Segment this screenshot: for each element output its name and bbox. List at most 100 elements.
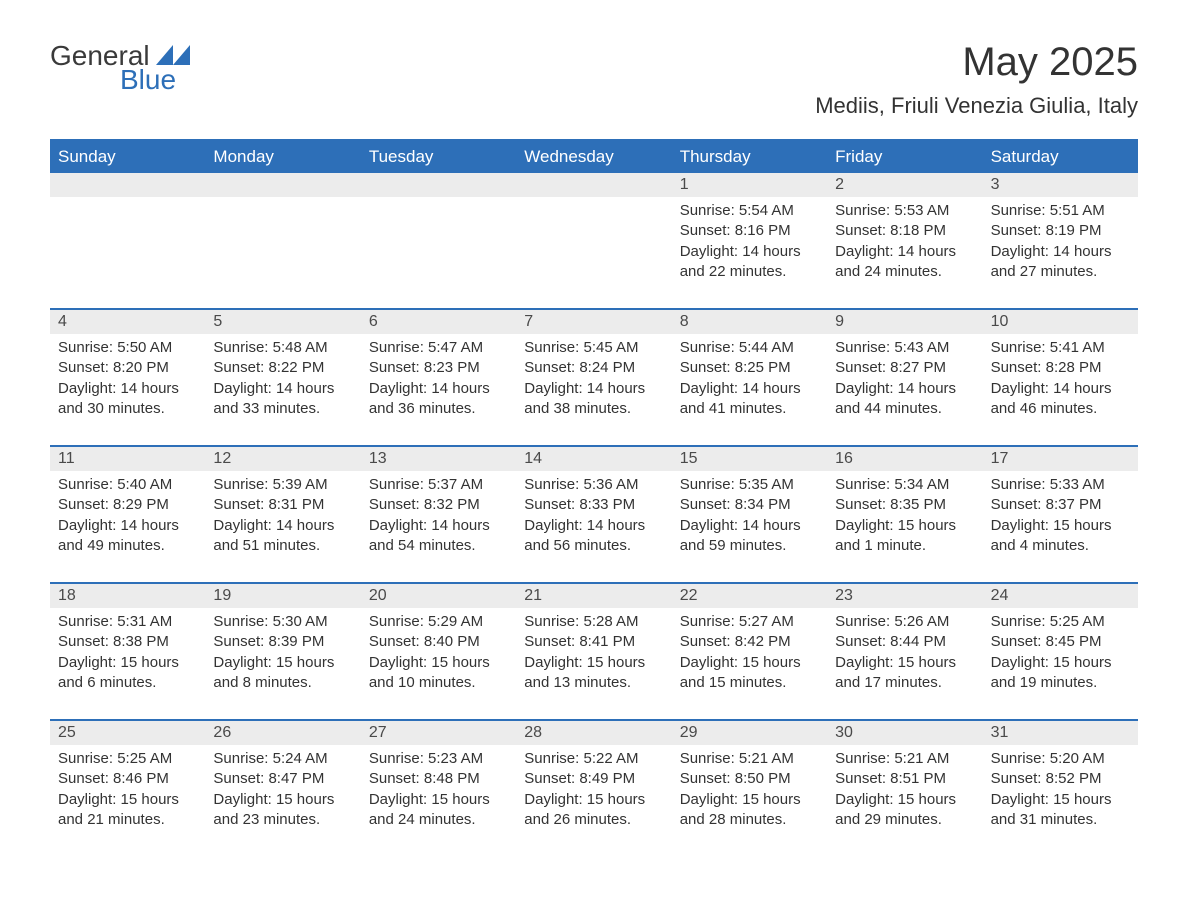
day-number: 12 [205,447,360,471]
calendar: Sunday Monday Tuesday Wednesday Thursday… [50,139,1138,856]
day-cell: 10Sunrise: 5:41 AMSunset: 8:28 PMDayligh… [983,310,1138,445]
weekday-sunday: Sunday [50,141,205,173]
daylight-text: Daylight: 14 hours and 24 minutes. [835,242,974,283]
day-content: Sunrise: 5:24 AMSunset: 8:47 PMDaylight:… [205,745,360,834]
day-cell: 12Sunrise: 5:39 AMSunset: 8:31 PMDayligh… [205,447,360,582]
week-row: 18Sunrise: 5:31 AMSunset: 8:38 PMDayligh… [50,582,1138,719]
daylight-text: Daylight: 15 hours and 4 minutes. [991,516,1130,557]
day-cell: 22Sunrise: 5:27 AMSunset: 8:42 PMDayligh… [672,584,827,719]
daylight-text: Daylight: 14 hours and 27 minutes. [991,242,1130,283]
daylight-text: Daylight: 15 hours and 26 minutes. [524,790,663,831]
day-cell: 2Sunrise: 5:53 AMSunset: 8:18 PMDaylight… [827,173,982,308]
daylight-text: Daylight: 15 hours and 10 minutes. [369,653,508,694]
sunset-text: Sunset: 8:39 PM [213,632,352,652]
daylight-text: Daylight: 15 hours and 31 minutes. [991,790,1130,831]
day-cell: 27Sunrise: 5:23 AMSunset: 8:48 PMDayligh… [361,721,516,856]
sunrise-text: Sunrise: 5:43 AM [835,338,974,358]
sunrise-text: Sunrise: 5:41 AM [991,338,1130,358]
weeks-container: 1Sunrise: 5:54 AMSunset: 8:16 PMDaylight… [50,173,1138,856]
day-number: 21 [516,584,671,608]
sunrise-text: Sunrise: 5:50 AM [58,338,197,358]
sunrise-text: Sunrise: 5:21 AM [680,749,819,769]
day-content: Sunrise: 5:23 AMSunset: 8:48 PMDaylight:… [361,745,516,834]
day-cell: 30Sunrise: 5:21 AMSunset: 8:51 PMDayligh… [827,721,982,856]
weekday-header-row: Sunday Monday Tuesday Wednesday Thursday… [50,141,1138,173]
sunset-text: Sunset: 8:22 PM [213,358,352,378]
day-number: 16 [827,447,982,471]
day-number: 3 [983,173,1138,197]
day-cell [50,173,205,308]
daylight-text: Daylight: 14 hours and 46 minutes. [991,379,1130,420]
sunrise-text: Sunrise: 5:28 AM [524,612,663,632]
daylight-text: Daylight: 14 hours and 41 minutes. [680,379,819,420]
sunrise-text: Sunrise: 5:21 AM [835,749,974,769]
weekday-tuesday: Tuesday [361,141,516,173]
day-number: 23 [827,584,982,608]
sunset-text: Sunset: 8:20 PM [58,358,197,378]
sunrise-text: Sunrise: 5:23 AM [369,749,508,769]
daylight-text: Daylight: 15 hours and 13 minutes. [524,653,663,694]
sunset-text: Sunset: 8:45 PM [991,632,1130,652]
day-number: 31 [983,721,1138,745]
day-cell: 26Sunrise: 5:24 AMSunset: 8:47 PMDayligh… [205,721,360,856]
daylight-text: Daylight: 14 hours and 54 minutes. [369,516,508,557]
sunrise-text: Sunrise: 5:33 AM [991,475,1130,495]
day-cell [516,173,671,308]
sunset-text: Sunset: 8:41 PM [524,632,663,652]
day-cell: 24Sunrise: 5:25 AMSunset: 8:45 PMDayligh… [983,584,1138,719]
sunrise-text: Sunrise: 5:31 AM [58,612,197,632]
sunrise-text: Sunrise: 5:25 AM [991,612,1130,632]
day-cell: 11Sunrise: 5:40 AMSunset: 8:29 PMDayligh… [50,447,205,582]
sunset-text: Sunset: 8:51 PM [835,769,974,789]
sunset-text: Sunset: 8:16 PM [680,221,819,241]
sunset-text: Sunset: 8:28 PM [991,358,1130,378]
sunrise-text: Sunrise: 5:29 AM [369,612,508,632]
day-content: Sunrise: 5:30 AMSunset: 8:39 PMDaylight:… [205,608,360,697]
day-content [361,197,516,205]
sunset-text: Sunset: 8:48 PM [369,769,508,789]
day-content: Sunrise: 5:44 AMSunset: 8:25 PMDaylight:… [672,334,827,423]
day-number: 8 [672,310,827,334]
day-number: 2 [827,173,982,197]
day-cell: 17Sunrise: 5:33 AMSunset: 8:37 PMDayligh… [983,447,1138,582]
day-content: Sunrise: 5:34 AMSunset: 8:35 PMDaylight:… [827,471,982,560]
daylight-text: Daylight: 15 hours and 21 minutes. [58,790,197,831]
day-cell: 1Sunrise: 5:54 AMSunset: 8:16 PMDaylight… [672,173,827,308]
daylight-text: Daylight: 15 hours and 28 minutes. [680,790,819,831]
sunrise-text: Sunrise: 5:53 AM [835,201,974,221]
sunrise-text: Sunrise: 5:40 AM [58,475,197,495]
sunset-text: Sunset: 8:29 PM [58,495,197,515]
sunset-text: Sunset: 8:47 PM [213,769,352,789]
sunset-text: Sunset: 8:50 PM [680,769,819,789]
day-cell: 9Sunrise: 5:43 AMSunset: 8:27 PMDaylight… [827,310,982,445]
daylight-text: Daylight: 15 hours and 23 minutes. [213,790,352,831]
sunrise-text: Sunrise: 5:54 AM [680,201,819,221]
day-content: Sunrise: 5:47 AMSunset: 8:23 PMDaylight:… [361,334,516,423]
day-number: 15 [672,447,827,471]
day-content: Sunrise: 5:53 AMSunset: 8:18 PMDaylight:… [827,197,982,286]
day-number: 27 [361,721,516,745]
sunset-text: Sunset: 8:18 PM [835,221,974,241]
day-content: Sunrise: 5:35 AMSunset: 8:34 PMDaylight:… [672,471,827,560]
day-cell: 6Sunrise: 5:47 AMSunset: 8:23 PMDaylight… [361,310,516,445]
day-content: Sunrise: 5:50 AMSunset: 8:20 PMDaylight:… [50,334,205,423]
sunrise-text: Sunrise: 5:47 AM [369,338,508,358]
sunrise-text: Sunrise: 5:39 AM [213,475,352,495]
sunrise-text: Sunrise: 5:26 AM [835,612,974,632]
day-content [205,197,360,205]
day-cell: 15Sunrise: 5:35 AMSunset: 8:34 PMDayligh… [672,447,827,582]
sunset-text: Sunset: 8:42 PM [680,632,819,652]
day-content: Sunrise: 5:37 AMSunset: 8:32 PMDaylight:… [361,471,516,560]
sunset-text: Sunset: 8:35 PM [835,495,974,515]
sunrise-text: Sunrise: 5:45 AM [524,338,663,358]
day-number: 20 [361,584,516,608]
sunset-text: Sunset: 8:38 PM [58,632,197,652]
day-content: Sunrise: 5:21 AMSunset: 8:51 PMDaylight:… [827,745,982,834]
day-cell: 21 Sunrise: 5:28 AMSunset: 8:41 PMDayligh… [516,584,671,719]
day-content: Sunrise: 5:54 AMSunset: 8:16 PMDaylight:… [672,197,827,286]
day-cell: 13Sunrise: 5:37 AMSunset: 8:32 PMDayligh… [361,447,516,582]
day-cell: 7Sunrise: 5:45 AMSunset: 8:24 PMDaylight… [516,310,671,445]
day-number: 22 [672,584,827,608]
day-number: 19 [205,584,360,608]
day-number: 30 [827,721,982,745]
